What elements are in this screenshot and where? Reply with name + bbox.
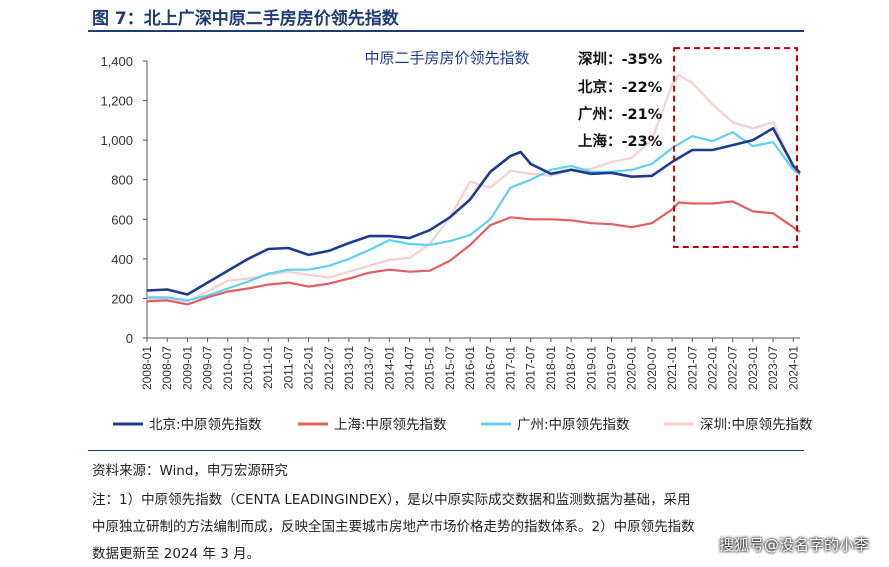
x-tick-label: 2016-01 — [463, 346, 477, 390]
series-line-3 — [146, 200, 801, 306]
x-tick-label: 2013-01 — [342, 346, 356, 390]
y-tick-label: 200 — [111, 291, 133, 306]
footnote-line-3: 数据更新至 2024 年 3 月。 — [92, 546, 261, 562]
x-tick-label: 2018-01 — [544, 346, 558, 390]
legend-label: 广州:中原领先指数 — [517, 417, 630, 433]
x-tick-label: 2017-07 — [524, 346, 538, 390]
legend-label: 北京:中原领先指数 — [149, 417, 262, 433]
title-rule — [88, 30, 804, 32]
y-tick-label: 800 — [111, 173, 133, 188]
x-tick-label: 2010-07 — [241, 346, 255, 390]
change-annotation: 深圳：-35% — [578, 50, 663, 68]
source-note: 资料来源：Wind，申万宏源研究 — [92, 463, 288, 479]
x-tick-label: 2014-07 — [403, 346, 417, 390]
x-tick-label: 2012-01 — [302, 346, 316, 390]
x-tick-label: 2016-07 — [483, 346, 497, 390]
x-tick-label: 2015-07 — [443, 346, 457, 390]
x-tick-label: 2011-07 — [281, 346, 295, 389]
x-tick-label: 2020-01 — [625, 346, 639, 390]
x-tick-label: 2022-07 — [726, 346, 740, 390]
x-tick-label: 2021-01 — [665, 346, 679, 390]
x-tick-label: 2017-01 — [504, 346, 518, 390]
x-tick-label: 2014-01 — [382, 346, 396, 390]
x-tick-label: 2019-01 — [584, 346, 598, 390]
footnote-line-1: 注：1）中原领先指数（CENTA LEADINGINDEX），是以中原实际成交数… — [92, 492, 691, 508]
legend-label: 上海:中原领先指数 — [334, 417, 447, 433]
series-line-2 — [147, 131, 801, 302]
x-tick-label: 2023-01 — [746, 346, 760, 390]
watermark: 搜狐号@没名字的小李 — [718, 536, 869, 554]
change-annotation: 广州：-21% — [578, 105, 663, 123]
x-tick-label: 2019-07 — [605, 346, 619, 390]
x-tick-label: 2023-07 — [766, 346, 780, 390]
x-tick-label: 2012-07 — [322, 346, 336, 390]
y-tick-label: 1,000 — [100, 133, 133, 148]
chart-title: 中原二手房房价领先指数 — [364, 49, 529, 67]
bottom-rule — [88, 450, 804, 451]
change-annotation: 北京：-22% — [578, 78, 663, 96]
footnote-line-2: 中原独立研制的方法编制而成，反映全国主要城市房地产市场价格走势的指数体系。2）中… — [92, 519, 695, 535]
chart: 0 200 400 600 800 1,000 1,200 1,400 2008-01 2008-… — [100, 47, 813, 433]
y-tick-label: 0 — [126, 331, 133, 346]
y-tick-label: 400 — [111, 252, 133, 267]
figure-title: 图 7：北上广深中原二手房房价领先指数 — [92, 9, 399, 29]
x-tick-label: 2008-01 — [140, 346, 154, 390]
y-tick-label: 600 — [111, 212, 133, 227]
x-tick-label: 2009-07 — [201, 346, 215, 390]
change-annotation: 上海：-23% — [578, 132, 663, 150]
x-tick-label: 2013-07 — [362, 346, 376, 390]
x-tick-label: 2009-01 — [180, 346, 194, 390]
series-line-1 — [147, 73, 801, 303]
x-tick-label: 2024-01 — [786, 346, 800, 390]
x-tick-label: 2011-01 — [261, 346, 275, 389]
x-tick-label: 2008-07 — [160, 346, 174, 390]
x-tick-label: 2015-01 — [423, 346, 437, 390]
x-tick-label: 2022-01 — [705, 346, 719, 390]
y-tick-label: 1,200 — [100, 94, 133, 109]
x-tick-label: 2021-07 — [685, 346, 699, 390]
series-line-4 — [146, 127, 801, 296]
y-tick-label: 1,400 — [100, 54, 133, 69]
x-tick-label: 2010-01 — [221, 346, 235, 390]
legend-label: 深圳:中原领先指数 — [700, 417, 813, 433]
highlight-box — [673, 47, 798, 248]
x-tick-label: 2020-07 — [645, 346, 659, 390]
x-tick-label: 2018-07 — [564, 346, 578, 390]
